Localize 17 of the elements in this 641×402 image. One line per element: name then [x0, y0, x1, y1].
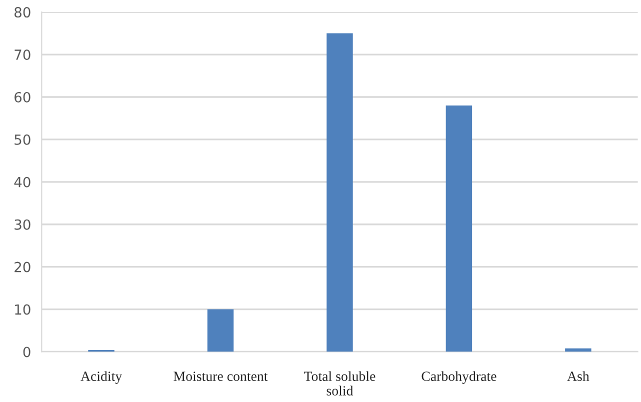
y-tick-label: 20	[14, 262, 30, 272]
y-tick-label: 80	[14, 7, 30, 18]
x-tick-label: Ash	[567, 371, 590, 381]
bar	[207, 309, 234, 352]
y-tick-label: 60	[14, 92, 30, 102]
x-tick-label: Carbohydrate	[422, 371, 496, 384]
bar	[326, 33, 353, 352]
y-tick-label: 40	[14, 176, 30, 188]
y-tick-label: 50	[14, 134, 30, 145]
y-tick-label: 70	[14, 49, 30, 60]
y-tick-label: 30	[14, 219, 30, 230]
bar	[446, 105, 472, 352]
x-tick-label: Acidity	[80, 371, 122, 384]
x-tick-label: Moisture content	[174, 372, 268, 381]
y-tick-label: 10	[15, 304, 30, 315]
y-tick-label: 0	[23, 346, 30, 358]
x-tick-label: Total soluble solid	[304, 371, 376, 396]
